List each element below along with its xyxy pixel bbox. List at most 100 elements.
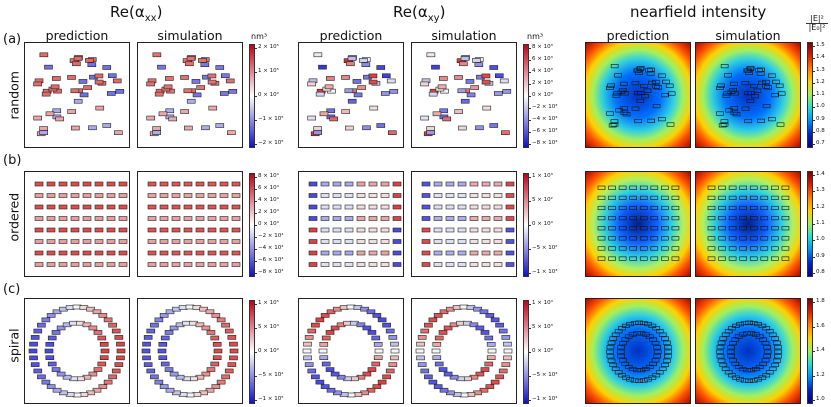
dipole-rect	[100, 348, 110, 354]
dipole-rect	[610, 64, 619, 69]
dipole-rect	[94, 216, 104, 221]
dipole-rect	[728, 216, 737, 221]
dipole-rect	[28, 348, 38, 354]
dipole-rect	[388, 335, 398, 340]
dipole-rect	[727, 354, 736, 359]
dipole-rect	[311, 374, 320, 380]
dipole-rect	[45, 355, 55, 361]
dipole-rect	[70, 193, 80, 198]
dipole-rect	[221, 374, 230, 380]
dipole-rect	[445, 181, 455, 187]
dipole-rect	[650, 205, 659, 211]
dipole-rect	[390, 348, 400, 354]
dipole-rect	[373, 355, 383, 361]
dipole-rect	[368, 73, 378, 79]
dipole-rect	[755, 68, 763, 73]
colorbar-tick-label: −6 × 10³	[527, 128, 558, 134]
header-nearfield: nearfield intensity	[630, 3, 767, 21]
dipole-rect	[95, 105, 105, 111]
dipole-rect	[70, 88, 80, 94]
dipole-rect	[739, 256, 747, 261]
dipole-rect	[771, 185, 779, 190]
dipole-rect	[82, 216, 92, 221]
dipole-rect	[641, 366, 650, 372]
dipole-rect	[750, 84, 758, 89]
dipole-rect	[457, 88, 467, 94]
dipole-rect	[707, 226, 716, 231]
dipole-map	[307, 52, 399, 137]
dipole-rect	[39, 130, 48, 135]
colorbar-tick-label: −4 × 10³	[527, 116, 558, 122]
dipole-rect	[772, 79, 780, 84]
dipole-rect	[98, 384, 108, 389]
dipole-rect	[717, 358, 726, 363]
dipole-rect	[82, 193, 92, 198]
dipole-rect	[608, 185, 616, 190]
dipole-rect	[329, 116, 339, 122]
dipole-rect	[362, 371, 372, 377]
dipole-rect	[720, 64, 729, 69]
dipole-rect	[332, 262, 342, 267]
dipole-rect	[92, 309, 102, 315]
dipole-rect	[39, 52, 49, 58]
dipole-rect	[472, 58, 481, 63]
dipole-rect	[336, 374, 346, 380]
dipole-rect	[771, 216, 779, 221]
dipole-rect	[208, 105, 218, 111]
panel-spiral-field-prediction	[585, 298, 691, 404]
dipole-rect	[775, 83, 784, 88]
dipole-rect	[661, 195, 669, 200]
dipole-rect	[764, 85, 772, 90]
dipole-rect	[154, 317, 164, 323]
dipole-rect	[82, 262, 92, 267]
dipole-rect	[103, 317, 113, 323]
dipole-rect	[728, 236, 737, 241]
dipole-rect	[615, 108, 624, 113]
subtitle-field-simulation: simulation	[715, 28, 781, 43]
dipole-rect	[219, 216, 229, 221]
dipole-rect	[762, 103, 771, 109]
dipole-rect	[221, 322, 230, 328]
dipole-rect	[503, 341, 512, 347]
dipole-rect	[308, 204, 318, 210]
dipole-rect	[198, 58, 207, 63]
dipole-rect	[503, 355, 512, 361]
dipole-rect	[597, 236, 606, 241]
dipole-rect	[469, 216, 479, 221]
dipole-rect	[421, 239, 431, 244]
dipole-rect	[618, 226, 627, 231]
field-map	[696, 299, 800, 403]
dipole-rect	[46, 227, 56, 233]
dipole-rect	[372, 313, 382, 318]
dipole-rect	[457, 250, 467, 256]
dipole-rect	[606, 354, 615, 359]
dipole-rect	[618, 216, 627, 221]
dipole-rect	[475, 125, 484, 131]
dipole-rect	[503, 348, 513, 354]
dipole-rect	[617, 345, 626, 350]
field-map	[696, 43, 800, 147]
panel-ordered-axx-simulation	[137, 171, 243, 277]
dipole-rect	[392, 193, 402, 198]
dipole-rect	[630, 321, 639, 326]
dipole-rect	[356, 181, 366, 187]
dipole-rect	[325, 330, 335, 335]
dipole-rect	[168, 116, 178, 122]
dipole-rect	[195, 239, 205, 244]
dipole-rect	[728, 246, 737, 251]
dipole-rect	[356, 216, 366, 221]
dipole-rect	[622, 375, 630, 380]
dipole-rect	[431, 348, 441, 354]
dipole-rect	[159, 250, 169, 256]
dipole-rect	[618, 236, 627, 241]
dipole-rect	[445, 262, 455, 267]
panel-random-field-prediction	[585, 42, 691, 148]
dipole-rect	[439, 76, 448, 81]
dipole-rect	[199, 306, 208, 312]
dipole-rect	[475, 371, 485, 377]
dipole-rect	[753, 88, 762, 93]
dipole-rect	[34, 193, 44, 198]
dipole-rect	[33, 115, 43, 121]
dipole-rect	[141, 348, 151, 354]
dipole-rect	[207, 262, 217, 267]
